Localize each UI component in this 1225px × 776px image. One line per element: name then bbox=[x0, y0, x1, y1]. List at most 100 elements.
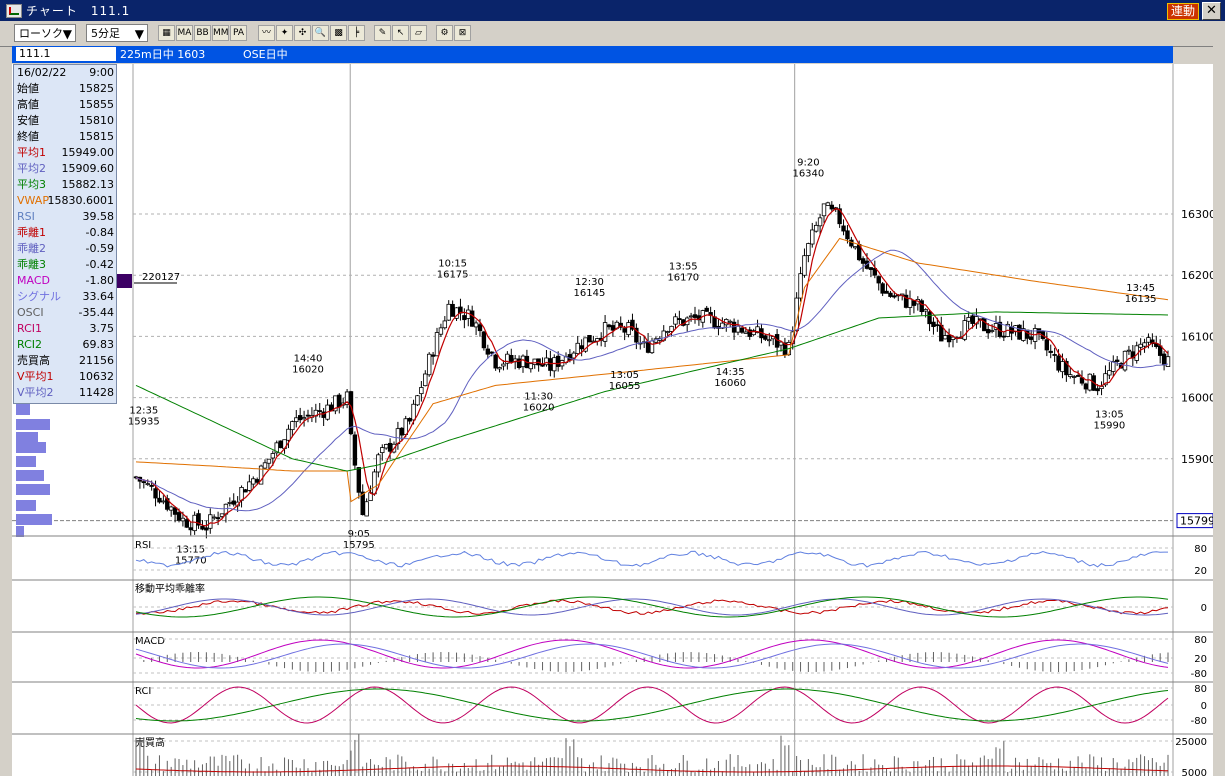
candle-body bbox=[1138, 343, 1143, 348]
settings-icon[interactable]: ⚙ bbox=[436, 25, 453, 41]
sync-button[interactable]: 連動 bbox=[1166, 3, 1199, 20]
compare-icon[interactable]: ✦ bbox=[276, 25, 293, 41]
candle-body bbox=[985, 329, 991, 334]
data-row: 平均1 15949.00 bbox=[17, 145, 114, 161]
candle-body bbox=[911, 300, 917, 306]
data-row: 終値 15815 bbox=[17, 129, 114, 145]
chart-type-dropdown[interactable]: ローソク ▼ bbox=[14, 24, 76, 42]
zoom-icon[interactable]: 🔍 bbox=[312, 25, 329, 41]
candle-body bbox=[1028, 336, 1034, 340]
candle-body bbox=[481, 331, 487, 349]
candle-body bbox=[364, 501, 369, 517]
candle-body bbox=[802, 255, 807, 276]
annotation-time: 13:05 bbox=[1095, 410, 1124, 421]
candle-body bbox=[231, 500, 236, 505]
close-icon[interactable]: ✕ bbox=[1202, 2, 1221, 20]
annotation-price: 16145 bbox=[574, 288, 606, 299]
line-chart-icon[interactable]: 〰 bbox=[258, 25, 275, 41]
candle-body bbox=[884, 290, 889, 294]
annotation-time: 13:55 bbox=[669, 262, 698, 273]
candle-body bbox=[923, 309, 928, 312]
vertical-scrollbar[interactable] bbox=[1213, 46, 1225, 776]
marker-box bbox=[116, 274, 132, 288]
candle-body bbox=[810, 229, 815, 245]
current-price-box bbox=[1176, 513, 1213, 529]
data-row-value: -1.80 bbox=[85, 274, 114, 287]
data-row: RCI1 3.75 bbox=[17, 321, 114, 337]
candle-body bbox=[509, 355, 514, 362]
scale-icon[interactable]: ╞ bbox=[348, 25, 365, 41]
grid-icon[interactable]: ▩ bbox=[330, 25, 347, 41]
candle-body bbox=[387, 442, 393, 452]
candle-body bbox=[767, 339, 772, 342]
candle-body bbox=[966, 317, 971, 322]
candle-body bbox=[602, 322, 608, 342]
candle-body bbox=[927, 311, 932, 325]
candle-body bbox=[489, 351, 494, 354]
candle-body bbox=[450, 303, 455, 317]
annotation-price: 15795 bbox=[343, 540, 375, 551]
candle-body bbox=[548, 358, 553, 371]
candle-body bbox=[305, 414, 311, 417]
candle-body bbox=[215, 517, 221, 520]
data-row-value: 15810 bbox=[79, 114, 114, 127]
eraser-icon[interactable]: ▱ bbox=[410, 25, 427, 41]
cross-icon[interactable]: ✣ bbox=[294, 25, 311, 41]
candle-body bbox=[704, 307, 709, 312]
clear-icon[interactable]: ⊠ bbox=[454, 25, 471, 41]
candle-body bbox=[157, 497, 162, 503]
candle-body bbox=[200, 526, 205, 530]
chart-area[interactable]: 16300 16200 16100 16000 15900 15799 220127 12:3… bbox=[12, 64, 1213, 776]
candle-body bbox=[876, 276, 881, 284]
data-row-value: 15909.60 bbox=[61, 162, 115, 175]
symbol-field[interactable]: 111.1 bbox=[16, 47, 116, 61]
panel-tick-label: 80 bbox=[1194, 684, 1207, 695]
interval-dropdown[interactable]: 5分足 ▼ bbox=[86, 24, 148, 42]
mme-button[interactable]: MME bbox=[212, 25, 229, 41]
data-row: 高値 15855 bbox=[17, 97, 114, 113]
data-row-label: MACD bbox=[17, 274, 50, 287]
candle-body bbox=[888, 292, 893, 297]
candle-body bbox=[176, 512, 182, 521]
data-row-label: V平均1 bbox=[17, 370, 54, 383]
chart-canvas[interactable]: 16300 16200 16100 16000 15900 15799 220127 12:3… bbox=[12, 64, 1213, 776]
annotation-time: 9:20 bbox=[797, 158, 819, 169]
pointer-icon[interactable]: ↖ bbox=[392, 25, 409, 41]
bb-button[interactable]: BB bbox=[194, 25, 211, 41]
candle-body bbox=[383, 444, 389, 449]
candle-body bbox=[462, 315, 467, 321]
candle-body bbox=[411, 403, 416, 421]
candle-body bbox=[532, 358, 537, 365]
candle-body bbox=[180, 517, 186, 522]
chart-style-icon[interactable]: ▦ bbox=[158, 25, 175, 41]
candle-body bbox=[497, 367, 502, 370]
pen-icon[interactable]: ✎ bbox=[374, 25, 391, 41]
chevron-down-icon: ▼ bbox=[62, 27, 72, 41]
volume-profile-bar bbox=[16, 484, 50, 495]
data-row-value: 15825 bbox=[79, 82, 114, 95]
price-tick-label: 16000 bbox=[1181, 392, 1213, 405]
annotation-price: 16020 bbox=[523, 402, 555, 413]
candle-body bbox=[352, 434, 358, 466]
candle-body bbox=[1001, 335, 1007, 338]
moving-average-3-line bbox=[135, 311, 1169, 472]
annotation-price: 16340 bbox=[792, 169, 824, 180]
volume-profile-bar bbox=[16, 404, 30, 415]
annotation-price: 16135 bbox=[1125, 294, 1157, 305]
candle-body bbox=[270, 453, 276, 459]
ma-button[interactable]: MA bbox=[176, 25, 193, 41]
candle-body bbox=[677, 318, 682, 320]
moving-average-2-line bbox=[135, 249, 1169, 512]
candle-body bbox=[544, 357, 549, 366]
panel-tick-label: 0 bbox=[1201, 701, 1207, 712]
panel-title: MACD bbox=[135, 636, 165, 647]
candle-body bbox=[258, 465, 264, 485]
candle-body bbox=[196, 513, 201, 526]
candle-body bbox=[1107, 370, 1112, 376]
volume-profile-bar bbox=[16, 526, 24, 537]
candle-body bbox=[813, 224, 819, 232]
macd-line bbox=[135, 639, 1169, 669]
annotation-price: 16055 bbox=[609, 381, 641, 392]
pa-button[interactable]: PA bbox=[230, 25, 247, 41]
candle-body bbox=[720, 322, 725, 329]
